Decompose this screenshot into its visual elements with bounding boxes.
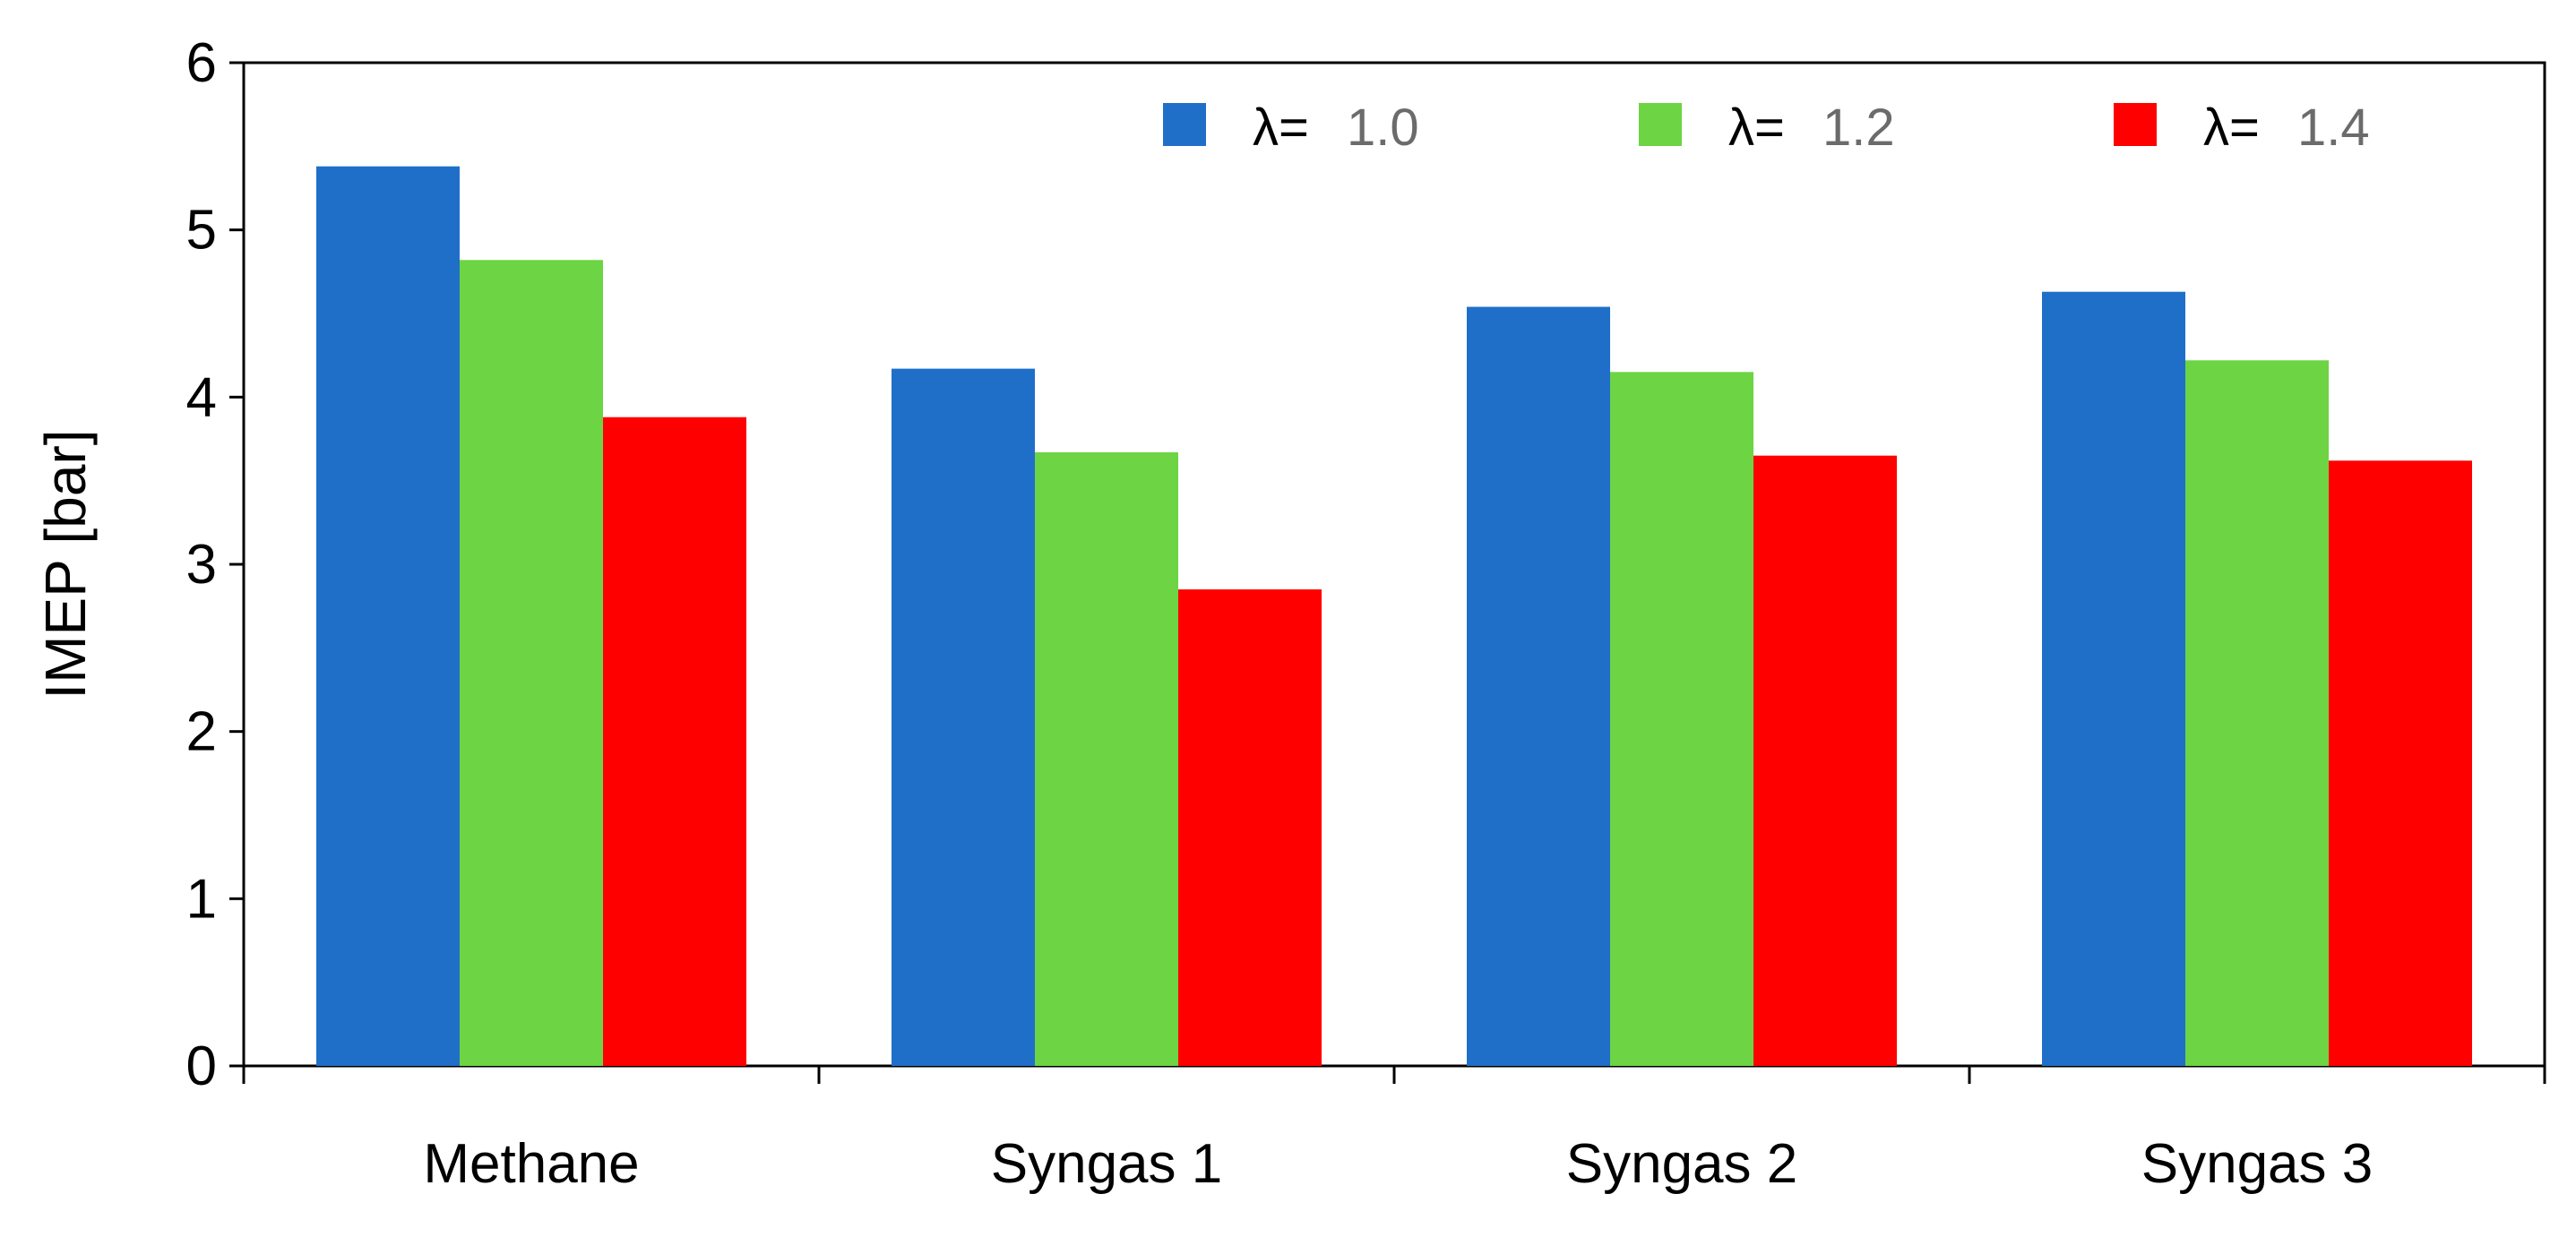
bar-1-2-syngas-3 [2185, 360, 2329, 1066]
bar-1-4-syngas-2 [1753, 455, 1897, 1067]
bar-1-0-methane [316, 166, 460, 1066]
legend-value: 1.4 [2297, 99, 2370, 157]
legend-symbol: λ= [1253, 99, 1309, 157]
y-tick-label: 4 [186, 366, 217, 428]
legend-swatch [1639, 103, 1682, 146]
bar-1-2-syngas-2 [1610, 372, 1753, 1066]
legend-swatch [1163, 103, 1206, 146]
bar-1-2-syngas-1 [1035, 451, 1178, 1066]
legend-symbol: λ= [2203, 99, 2260, 157]
y-tick-label: 0 [186, 1035, 217, 1097]
bar-1-0-syngas-3 [2042, 291, 2185, 1066]
bar-1-0-syngas-1 [892, 368, 1035, 1067]
y-tick-label: 6 [186, 32, 217, 94]
y-axis-ticks: 0 1 2 3 4 5 6 [186, 32, 244, 1097]
legend-value: 1.0 [1347, 99, 1419, 157]
legend: λ= 1.0 λ= 1.2 λ= 1.4 [1163, 99, 2370, 157]
x-tick-label: Syngas 3 [2141, 1133, 2374, 1195]
bar-1-4-syngas-1 [1178, 589, 1322, 1066]
y-tick-label: 3 [186, 534, 217, 596]
y-tick-label: 1 [186, 868, 217, 930]
y-tick-label: 5 [186, 200, 217, 262]
y-tick-label: 2 [186, 701, 217, 763]
bar-1-0-syngas-2 [1467, 306, 1610, 1066]
x-tick-label: Syngas 1 [991, 1133, 1223, 1195]
bars-group [316, 166, 2472, 1067]
legend-swatch [2114, 103, 2157, 146]
legend-value: 1.2 [1822, 99, 1895, 157]
bar-1-4-methane [603, 417, 746, 1066]
x-axis-ticks: Methane Syngas 1 Syngas 2 Syngas 3 [242, 1066, 2546, 1195]
legend-symbol: λ= [1728, 99, 1785, 157]
bar-1-2-methane [460, 260, 603, 1066]
y-axis-label: IMEP [bar] [33, 429, 98, 699]
bar-1-4-syngas-3 [2329, 460, 2472, 1066]
x-tick-label: Syngas 2 [1566, 1133, 1798, 1195]
x-tick-label: Methane [423, 1133, 639, 1195]
